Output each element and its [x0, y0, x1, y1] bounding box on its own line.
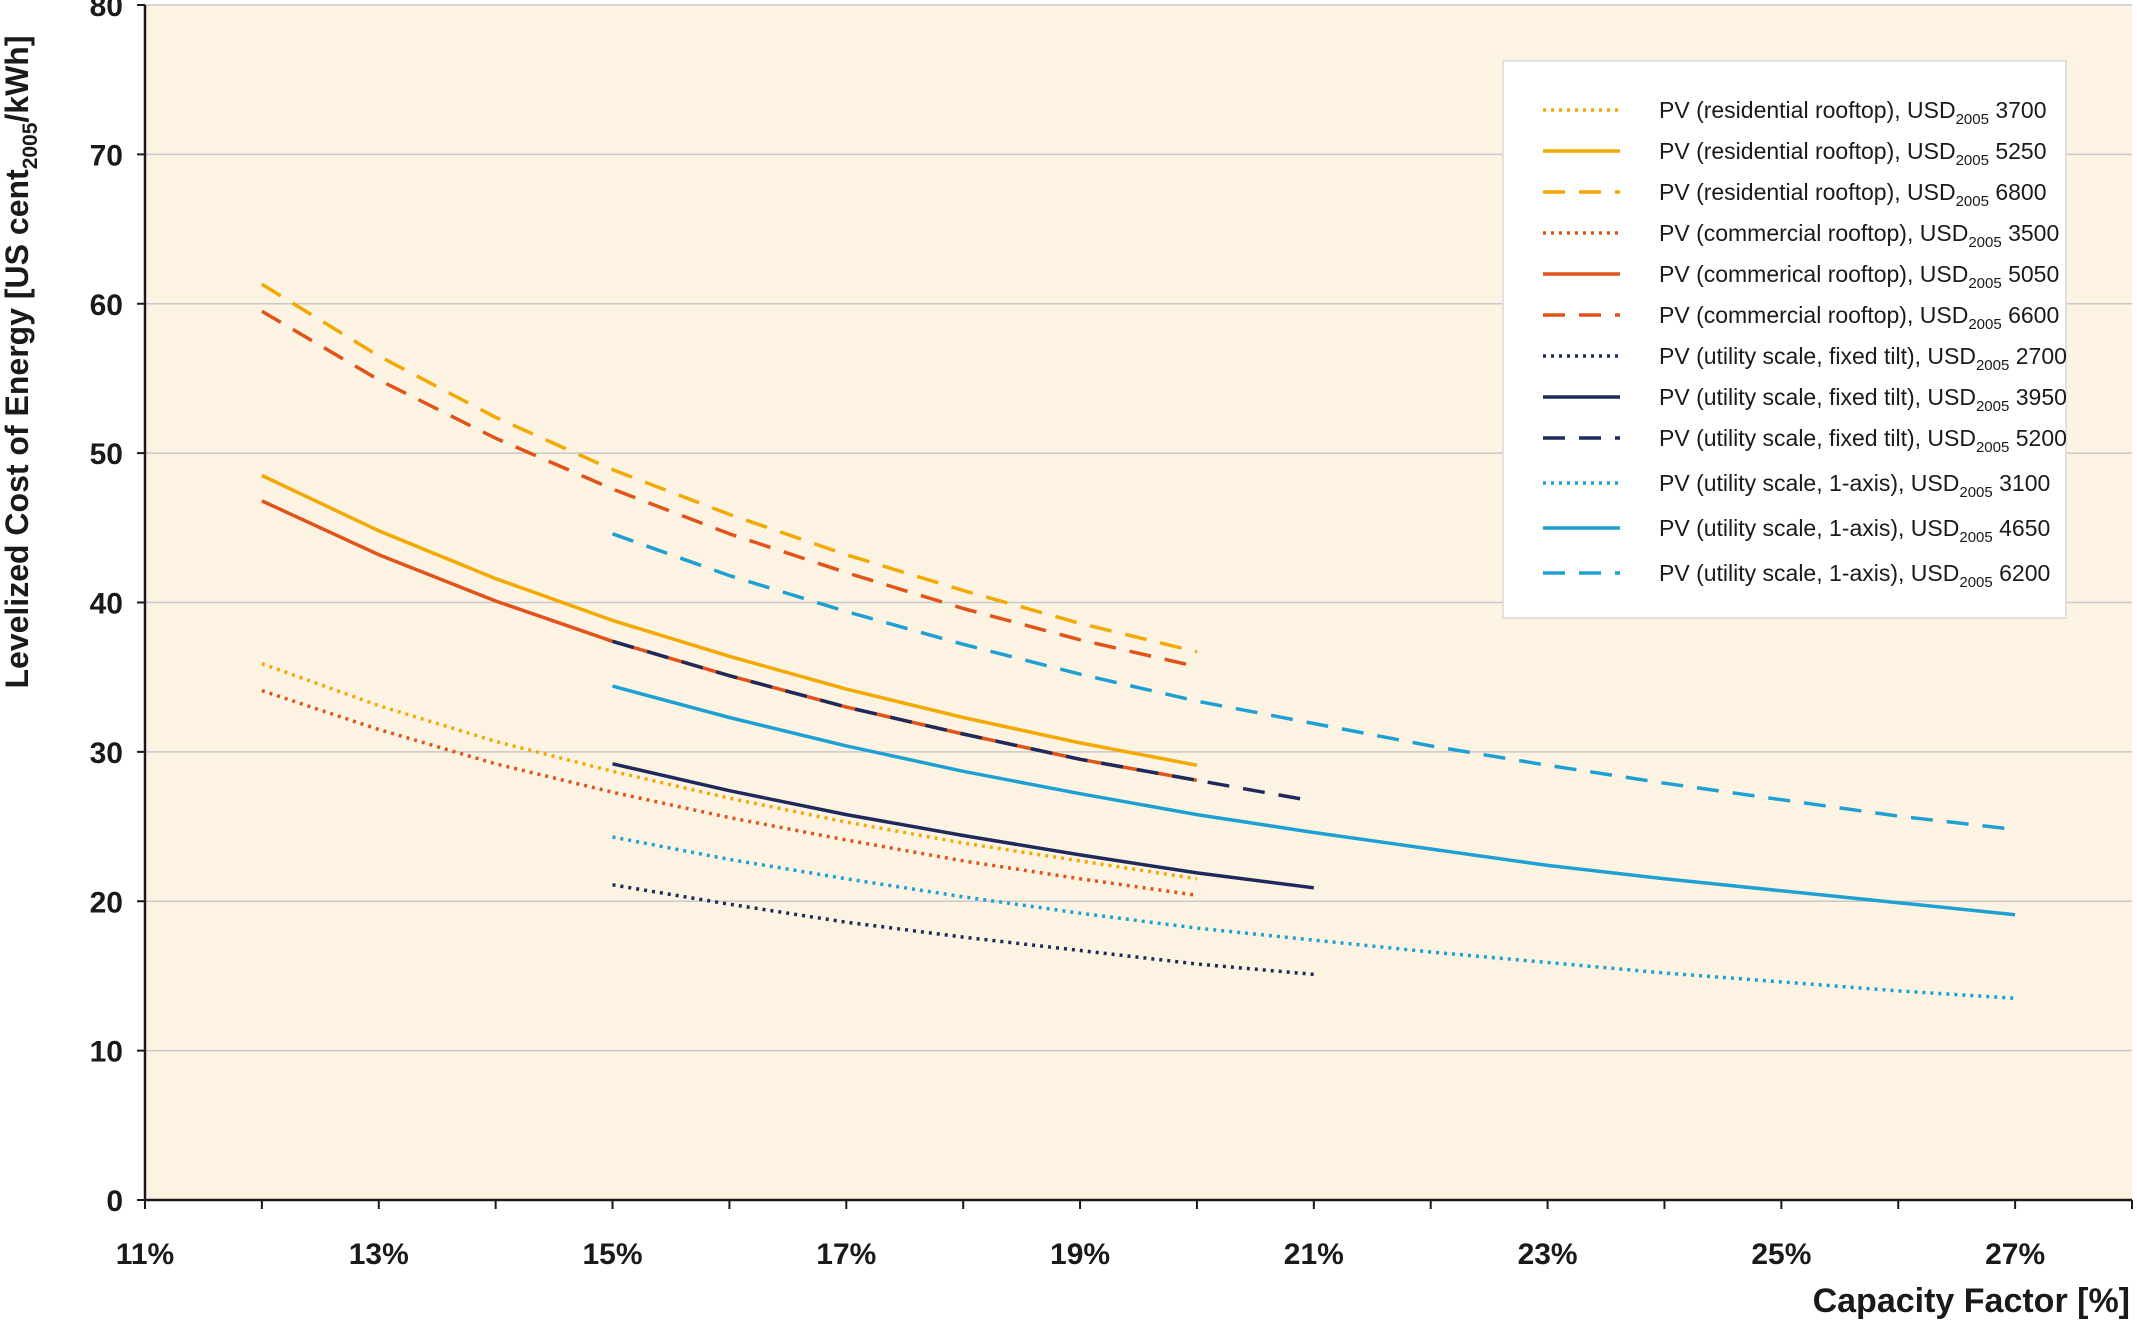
- y-axis-title-sub: 2005: [19, 122, 42, 169]
- x-tick-label: 17%: [816, 1238, 876, 1271]
- legend-label-11: PV (utility scale, 1-axis), USD2005 4650: [1659, 515, 2050, 546]
- series-line-7: [612, 883, 1314, 977]
- legend-label-6: PV (commercial rooftop), USD2005 6600: [1659, 302, 2059, 333]
- x-axis-title: Capacity Factor [%]: [1813, 1282, 2130, 1320]
- legend-label-8: PV (utility scale, fixed tilt), USD2005 …: [1659, 384, 2067, 415]
- legend-label-2: PV (residential rooftop), USD2005 5250: [1659, 138, 2047, 169]
- y-tick-label: 50: [90, 438, 123, 471]
- series-line-12: [611, 532, 2016, 832]
- legend-label-12: PV (utility scale, 1-axis), USD2005 6200: [1659, 560, 2050, 591]
- series-line-6: [261, 309, 1198, 669]
- x-tick-label: 27%: [1985, 1238, 2045, 1271]
- series-line-10: [612, 835, 2016, 1001]
- x-tick-label: 23%: [1518, 1238, 1578, 1271]
- x-tick-label: 25%: [1751, 1238, 1811, 1271]
- x-tick-label: 13%: [349, 1238, 409, 1271]
- series-line-4: [261, 688, 1198, 898]
- y-axis-title-end: /kWh]: [0, 35, 35, 122]
- legend-label-5: PV (commerical rooftop), USD2005 5050: [1659, 261, 2059, 292]
- legend-label-1: PV (residential rooftop), USD2005 3700: [1659, 97, 2047, 128]
- series-group: [260, 282, 2016, 1001]
- x-tick-label: 21%: [1284, 1238, 1344, 1271]
- axes: 0 10 20 30 40 50 60 70 80 11% 13% 15% 17% 19% 21% 23% 25…: [90, 0, 2133, 1271]
- y-tick-label: 0: [106, 1185, 123, 1218]
- legend-box: [1502, 60, 2067, 619]
- y-tick-label: 20: [90, 886, 123, 919]
- x-tick-label: 15%: [583, 1238, 643, 1271]
- legend: PV (residential rooftop), USD2005 3700 PV…: [1502, 60, 2067, 619]
- y-tick-label: 70: [90, 139, 123, 172]
- y-tick-label: 30: [90, 737, 123, 770]
- y-tick-label: 80: [90, 0, 123, 23]
- series-line-9: [612, 639, 1315, 803]
- y-tick-label: 60: [90, 289, 123, 322]
- series-line-11: [612, 684, 2016, 917]
- series-line-8: [612, 762, 1315, 890]
- legend-label-7: PV (utility scale, fixed tilt), USD2005 …: [1659, 343, 2067, 374]
- legend-label-4: PV (commercial rooftop), USD2005 3500: [1659, 220, 2059, 251]
- y-axis-title: Levelized Cost of Energy [US cent2005/kW…: [0, 35, 42, 688]
- y-tick-label: 10: [90, 1036, 123, 1069]
- series-line-3: [260, 282, 1198, 654]
- series-line-2: [261, 473, 1198, 768]
- legend-label-9: PV (utility scale, fixed tilt), USD2005 …: [1659, 425, 2067, 456]
- x-tick-label: 19%: [1050, 1238, 1110, 1271]
- x-tick-label: 11%: [116, 1238, 174, 1271]
- legend-label-10: PV (utility scale, 1-axis), USD2005 3100: [1659, 470, 2050, 501]
- y-axis-title-main: Levelized Cost of Energy [US cent: [0, 169, 35, 689]
- legend-label-3: PV (residential rooftop), USD2005 6800: [1659, 179, 2047, 210]
- y-tick-label: 40: [90, 588, 123, 621]
